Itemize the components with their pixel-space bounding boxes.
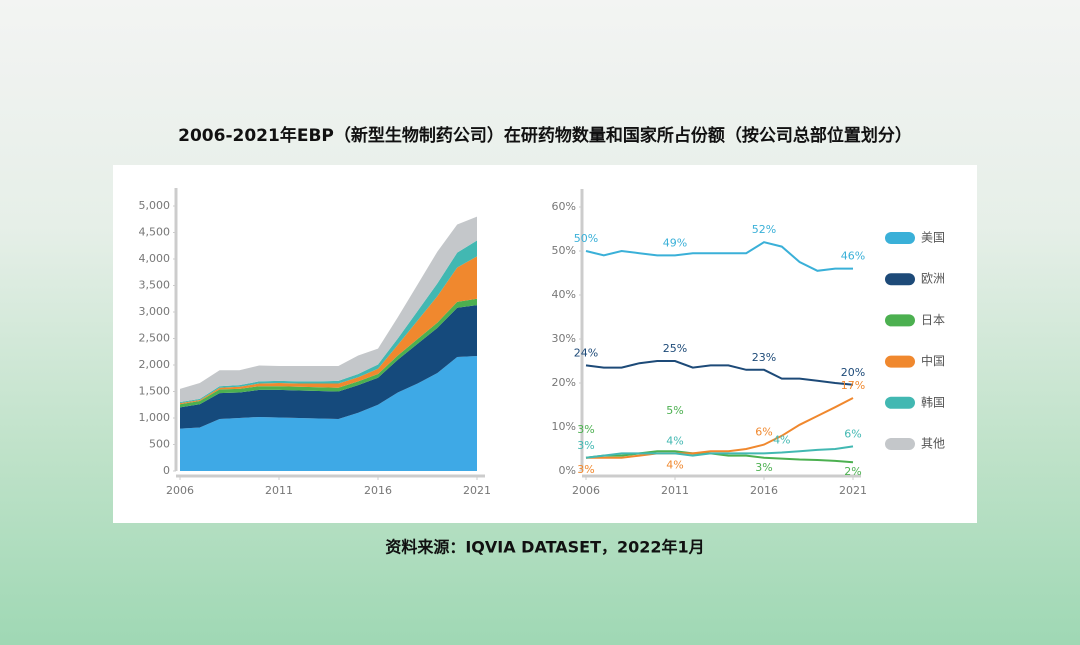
data-label: 52%	[752, 223, 776, 236]
legend-label: 日本	[921, 313, 945, 327]
data-label: 5%	[666, 404, 683, 417]
y-tick-label: 60%	[552, 200, 576, 213]
x-tick-label: 2006	[166, 484, 194, 497]
y-tick-label: 3,000	[139, 305, 171, 318]
x-tick-label: 2021	[839, 484, 867, 497]
line	[585, 445, 854, 459]
data-label: 23%	[752, 351, 776, 364]
legend-label: 美国	[921, 231, 945, 245]
data-label: 24%	[574, 346, 598, 359]
y-tick-label: 40%	[552, 288, 576, 301]
area	[180, 298, 477, 408]
x-tick-label: 2011	[265, 484, 293, 497]
y-tick-label: 2,000	[139, 358, 171, 371]
line	[585, 360, 854, 386]
data-label: 3%	[755, 461, 772, 474]
data-label: 25%	[663, 342, 687, 355]
y-tick-label: 0%	[559, 464, 576, 477]
data-label: 17%	[841, 379, 865, 392]
legend-swatch	[885, 273, 915, 286]
y-tick-label: 500	[149, 438, 170, 451]
x-tick-label: 2011	[661, 484, 689, 497]
y-tick-label: 5,000	[139, 199, 171, 212]
data-label: 2%	[844, 465, 861, 478]
legend-label: 其他	[921, 437, 945, 451]
y-tick-label: 20%	[552, 376, 576, 389]
x-tick-label: 2016	[750, 484, 778, 497]
data-label: 3%	[577, 463, 594, 476]
legend-label: 中国	[921, 353, 945, 368]
legend-swatch	[885, 396, 915, 409]
y-tick-label: 50%	[552, 244, 576, 257]
y-tick-label: 4,000	[139, 252, 171, 265]
x-tick-label: 2021	[463, 484, 491, 497]
line	[585, 241, 853, 272]
legend-swatch	[885, 232, 915, 244]
area	[180, 305, 477, 429]
area	[180, 256, 477, 405]
data-label: 49%	[663, 236, 687, 249]
y-tick-label: 1,000	[139, 411, 171, 424]
data-label: 50%	[574, 232, 598, 245]
x-tick-label: 2016	[364, 484, 392, 497]
y-tick-label: 1,500	[139, 385, 171, 398]
legend-swatch	[885, 355, 915, 368]
data-label: 3%	[577, 439, 594, 452]
data-label: 46%	[841, 250, 865, 263]
y-tick-label: 0	[163, 464, 170, 477]
y-tick-label: 2,500	[139, 332, 171, 345]
area	[180, 216, 477, 403]
chart-title: 2006-2021年EBP（新型生物制药公司）在研药物数量和国家所占份额（按公司…	[178, 125, 912, 146]
line	[585, 450, 854, 464]
area	[180, 355, 477, 471]
data-label: 3%	[577, 423, 594, 436]
data-label: 4%	[666, 434, 683, 447]
legend-label: 韩国	[921, 394, 945, 409]
y-tick-label: 3,500	[139, 279, 171, 292]
x-tick-label: 2006	[572, 484, 600, 497]
legend-label: 欧洲	[921, 272, 945, 286]
data-label: 6%	[844, 427, 861, 440]
data-label: 4%	[773, 434, 790, 447]
y-tick-label: 10%	[552, 420, 576, 433]
legend-swatch	[885, 314, 915, 327]
data-label: 4%	[666, 458, 683, 471]
source: 资料来源：IQVIA DATASET，2022年1月	[385, 538, 704, 557]
data-label: 6%	[755, 426, 772, 439]
y-tick-label: 30%	[552, 332, 576, 345]
legend-swatch	[885, 438, 915, 450]
y-tick-label: 4,500	[139, 226, 171, 239]
line	[586, 397, 854, 459]
data-label: 20%	[841, 366, 865, 379]
